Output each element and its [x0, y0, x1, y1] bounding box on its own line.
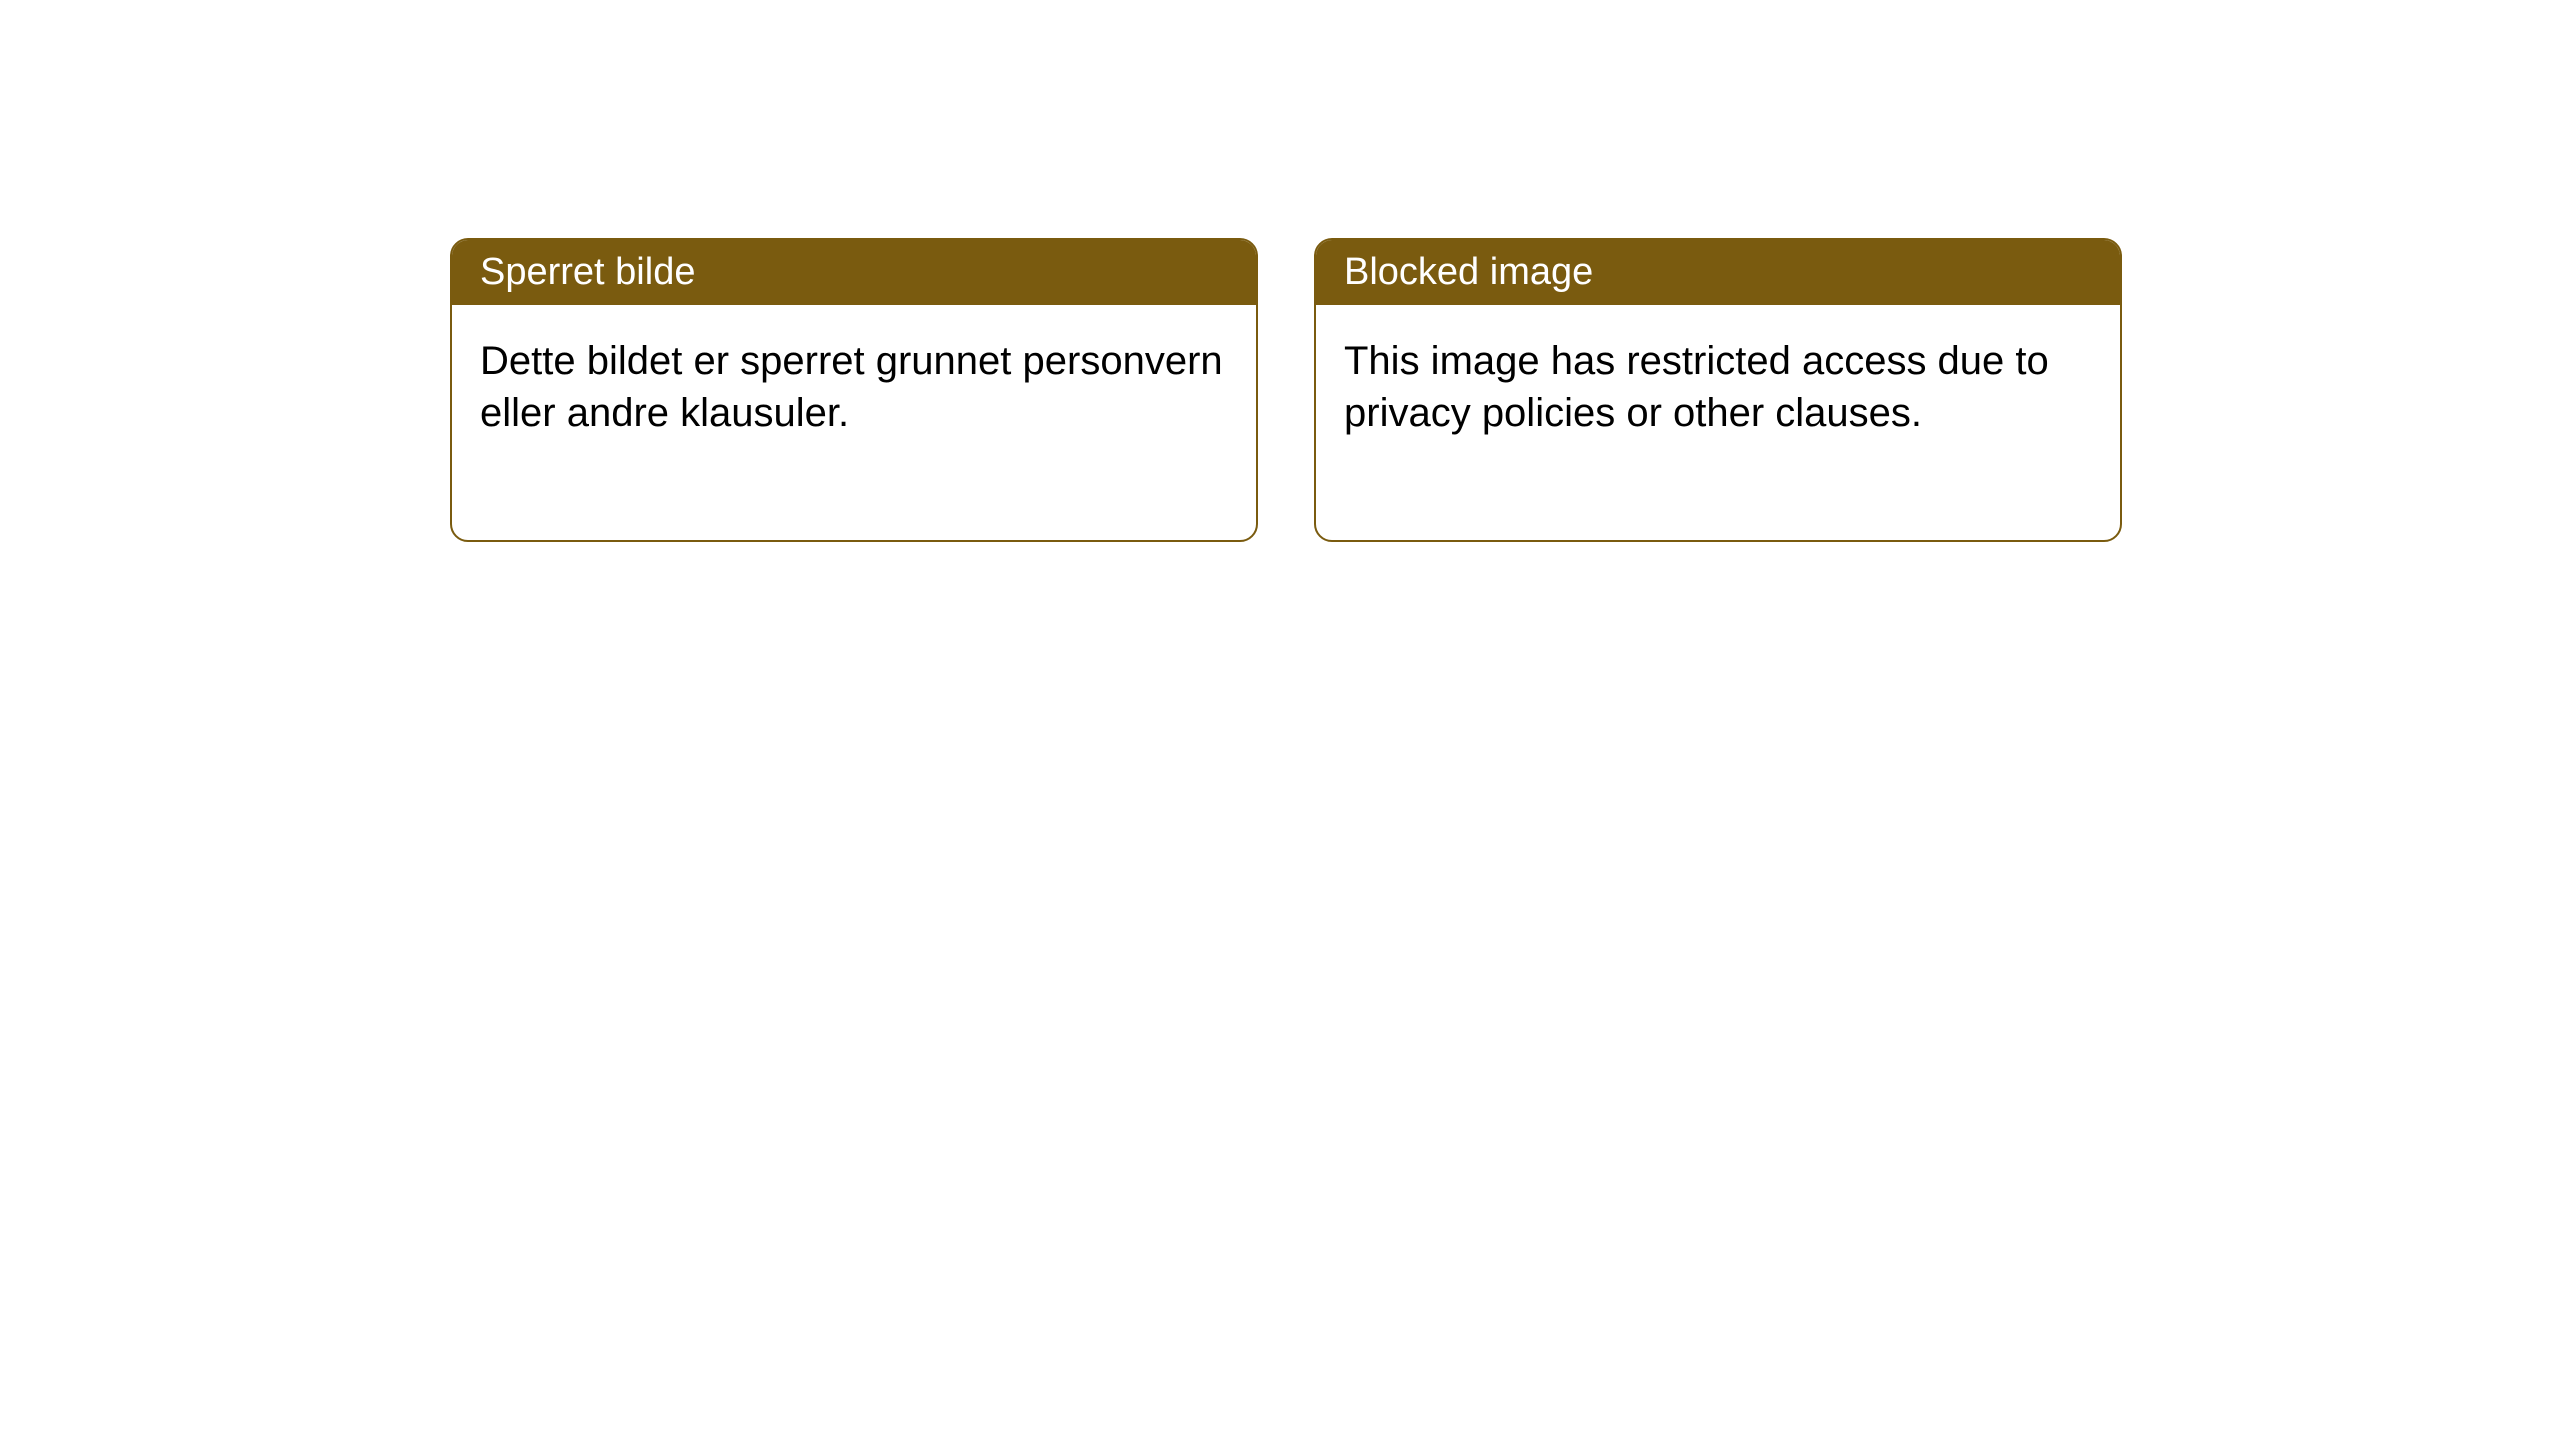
- notice-title-english: Blocked image: [1316, 240, 2120, 305]
- notice-card-english: Blocked image This image has restricted …: [1314, 238, 2122, 542]
- notice-container: Sperret bilde Dette bildet er sperret gr…: [450, 238, 2122, 542]
- notice-card-norwegian: Sperret bilde Dette bildet er sperret gr…: [450, 238, 1258, 542]
- notice-title-norwegian: Sperret bilde: [452, 240, 1256, 305]
- notice-message-norwegian: Dette bildet er sperret grunnet personve…: [452, 305, 1256, 540]
- notice-message-english: This image has restricted access due to …: [1316, 305, 2120, 540]
